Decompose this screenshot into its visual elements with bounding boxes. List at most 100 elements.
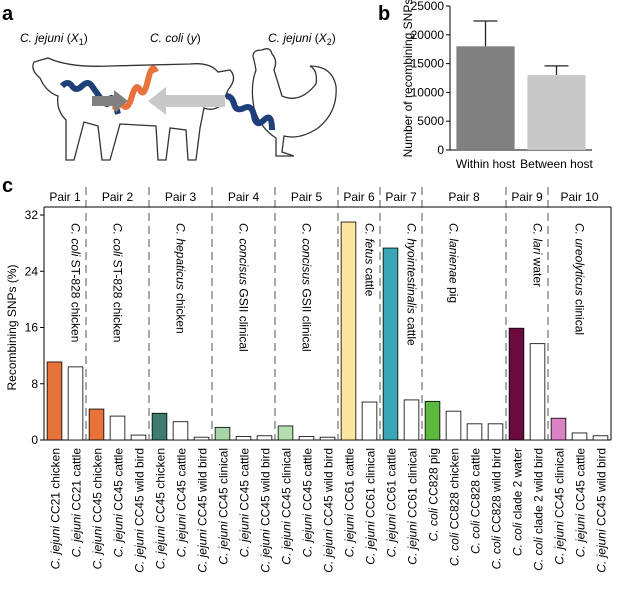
bar [529,343,546,441]
descriptor: CC45 clinical [217,448,231,521]
descriptor: CC45 cattle [112,448,126,514]
group-annotation: C. ureolyticus clinical [573,223,587,335]
descriptor: CC45 cattle [301,448,315,514]
label-part: X [70,31,80,45]
descriptor: CC45 wild bird [133,448,147,529]
label-part: ( [63,31,70,45]
descriptor: cattle [405,314,419,346]
group-annotation: C. fetus cattle [363,223,377,297]
x-tick-label: C. jejuni CC45 wild bird [259,448,273,573]
x-tick-label: C. jejuni CC45 cattle [175,448,189,558]
descriptor: CC45 cattle [175,448,189,514]
descriptor: CC45 wild bird [196,448,210,529]
descriptor: pig [447,284,461,303]
label-part: ( [311,31,318,45]
group-label: Pair 4 [228,190,260,204]
y-axis-label: Number of recombining SNPs [401,0,415,157]
descriptor: clinical [573,296,587,335]
strand-y [111,65,159,112]
species: C. jejuni [343,514,357,558]
species: C. jejuni [112,514,126,558]
x-tick-label: C. coli CC828 cattle [469,448,483,554]
group-label: Pair 5 [291,190,323,204]
y-tick-label: 8 [31,377,38,391]
species: C. concisus [300,223,314,285]
y-tick-label: 0 [437,143,444,157]
species: C. ureolyticus [573,223,587,296]
group-label: Pair 10 [560,190,598,204]
bar [277,425,294,441]
label-part: C. jejuni [268,31,312,45]
x-tick-label: Within host [456,157,516,171]
species: C. jejuni [91,526,105,570]
species: C. jejuni [280,521,294,565]
descriptor: chicken [174,290,188,334]
descriptor: clade 2 wild bird [532,448,546,537]
bar [193,436,210,441]
species: C. coli [111,223,125,257]
y-tick-label: 5000 [417,114,444,128]
x-tick-label: C. jejuni CC45 cattle [112,448,126,558]
descriptor: CC828 wild bird [490,448,504,536]
descriptor: CC61 cattle [343,448,357,514]
label: C. jejuni (X2) [268,31,336,47]
bar [172,421,189,441]
x-tick-label: C. jejuni CC45 clinical [553,448,567,565]
group-annotation: C. coli ST-828 chicken [111,223,125,342]
species: C. jejuni [322,529,336,573]
label-part: ( [183,31,190,45]
label-part: ) [84,31,88,45]
species: C. lari [531,223,545,255]
y-tick-label: 24 [25,264,39,278]
bar [571,432,588,441]
bar [340,221,357,441]
bar [382,247,399,441]
species: C. jejuni [238,514,252,558]
x-tick-label: C. jejuni CC21 cattle [70,448,84,558]
x-tick-label: C. jejuni CC45 clinical [280,448,294,565]
group-label: Pair 6 [343,190,375,204]
bar [109,415,126,441]
x-tick-label: C. jejuni CC45 cattle [574,448,588,558]
descriptor: water [531,254,545,287]
x-tick-label: C. jejuni CC61 cattle [385,448,399,558]
cow [32,57,235,161]
rooster [251,48,337,157]
arrow-between [148,87,225,115]
x-tick-label: C. coli CC828 chicken [448,448,462,566]
descriptor: CC45 clinical [280,448,294,521]
x-tick-label: C. jejuni CC45 wild bird [322,448,336,573]
y-tick-label: 16 [25,321,39,335]
descriptor: CC828 pig [427,448,441,508]
label-part: C. jejuni [20,31,64,45]
bar [424,400,441,441]
group-annotation: C. lari water [531,223,545,287]
bar [445,410,462,441]
bar [256,435,273,441]
species: C. jejuni [553,521,567,565]
label-part: X [318,31,328,45]
y-tick-label: 32 [25,208,39,222]
group-label: Pair 9 [511,190,543,204]
species: C. jejuni [175,514,189,558]
label-part: C. coli [150,31,184,45]
species: C. jejuni [49,526,63,570]
arrow-within [92,90,128,112]
descriptor: CC45 cattle [238,448,252,514]
bar [456,46,515,150]
y-tick-label: 20000 [411,28,445,42]
y-tick-label: 25000 [411,0,445,13]
label: C. coli (y) [150,31,201,45]
species: C. coli [469,520,483,554]
x-tick-label: C. coli CC828 pig [427,448,441,541]
x-tick-label: C. jejuni CC45 wild bird [196,448,210,573]
bar [235,436,252,441]
descriptor: clade 2 water [511,448,525,523]
bar [214,426,231,441]
x-tick-label: C. coli CC828 wild bird [490,448,504,569]
bar [592,435,609,441]
x-tick-label: C. jejuni CC45 chicken [91,448,105,569]
species: C. coli [69,223,83,257]
bar [361,401,378,441]
